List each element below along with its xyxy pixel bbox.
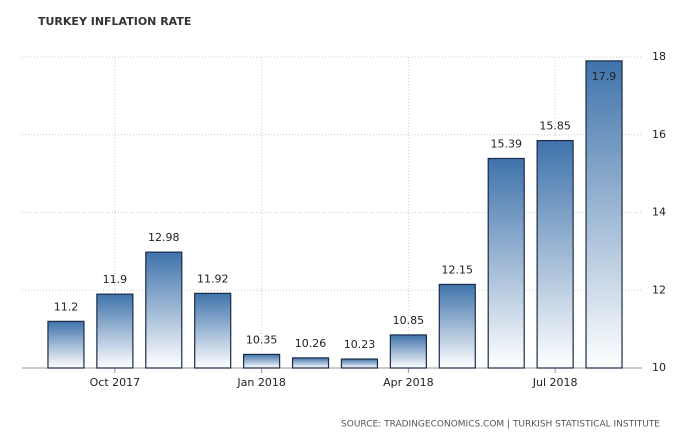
chart-title: TURKEY INFLATION RATE xyxy=(38,15,191,28)
data-label: 12.98 xyxy=(148,231,180,244)
bar xyxy=(243,353,281,369)
y-tick-label: 16 xyxy=(652,128,666,141)
x-tick-label: Apr 2018 xyxy=(383,376,434,389)
y-tick-label: 10 xyxy=(652,361,666,374)
source: SOURCE: TRADINGECONOMICS.COM | TURKISH S… xyxy=(341,420,660,430)
data-label: 10.23 xyxy=(344,338,376,351)
data-label: 10.85 xyxy=(393,314,425,327)
data-label: 11.2 xyxy=(54,300,79,313)
bar xyxy=(96,293,134,369)
data-label: 15.39 xyxy=(490,137,522,150)
data-label: 12.15 xyxy=(442,263,474,276)
bar xyxy=(291,357,330,369)
bar xyxy=(194,292,232,369)
bar xyxy=(438,283,476,369)
bar xyxy=(340,358,379,369)
data-label: 10.26 xyxy=(295,337,327,350)
x-tick-label: Jul 2018 xyxy=(532,376,578,389)
data-label: 11.9 xyxy=(103,273,128,286)
bar xyxy=(585,60,623,369)
bar xyxy=(536,139,574,369)
data-label: 17.9 xyxy=(592,70,617,83)
y-tick-label: 14 xyxy=(652,206,666,219)
x-tick-label: Jan 2018 xyxy=(236,376,285,389)
data-label: 10.35 xyxy=(246,333,278,346)
bar xyxy=(145,251,183,369)
data-label: 11.92 xyxy=(197,272,229,285)
bar xyxy=(389,334,427,369)
data-label: 15.85 xyxy=(539,120,571,133)
x-tick-label: Oct 2017 xyxy=(90,376,141,389)
bar xyxy=(47,320,85,369)
y-tick-label: 18 xyxy=(652,50,666,63)
y-tick-label: 12 xyxy=(652,283,666,296)
bar xyxy=(487,157,525,369)
